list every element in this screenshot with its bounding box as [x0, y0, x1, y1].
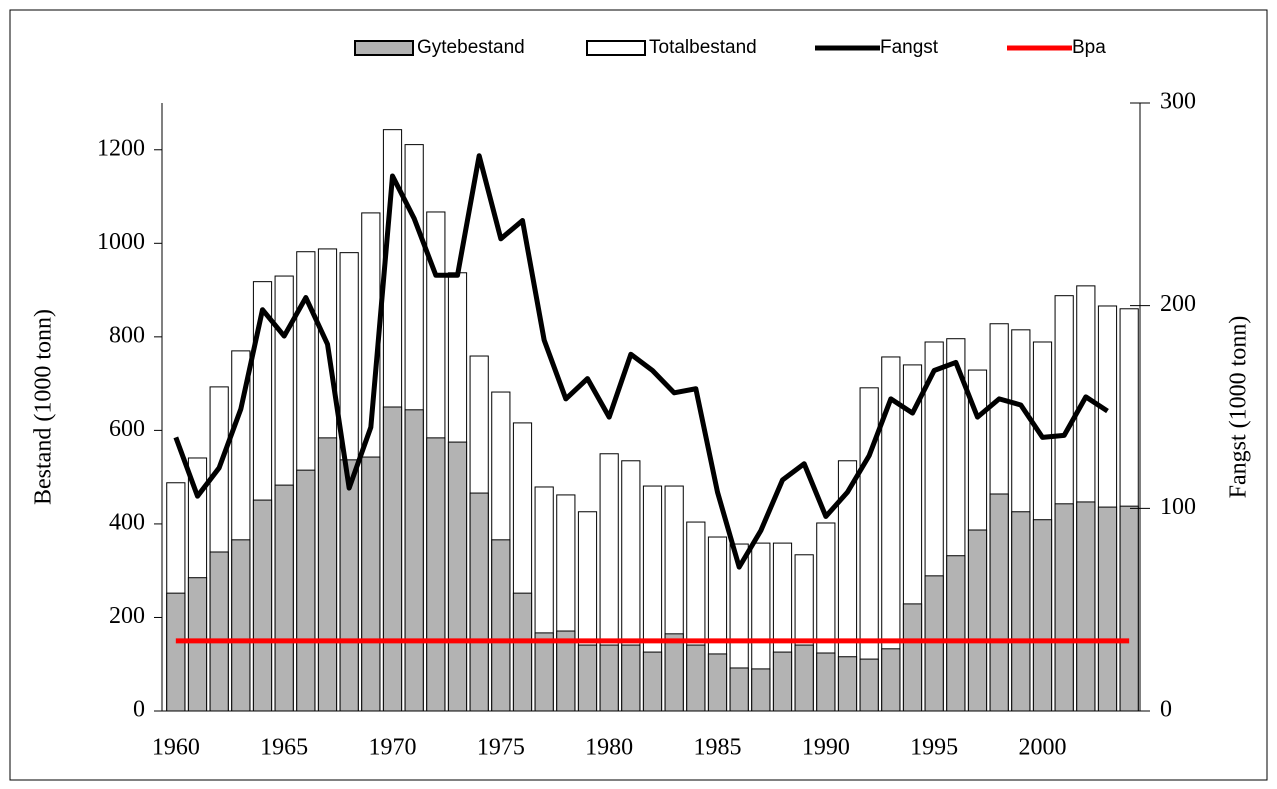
y-tick-label: 200 [109, 603, 145, 629]
y2-axis-label: Fangst (1000 tonn) [1226, 316, 1252, 499]
bar [924, 575, 944, 712]
bar [664, 633, 684, 712]
bar [166, 592, 186, 712]
legend-label: Totalbestand [649, 37, 757, 58]
bar [686, 644, 706, 712]
bar [426, 437, 446, 712]
bar [382, 406, 403, 712]
x-tick-label: 1960 [152, 735, 200, 761]
bar [642, 651, 663, 712]
bar [859, 658, 879, 712]
bar [989, 493, 1009, 712]
bar [902, 603, 923, 712]
bar [534, 632, 554, 712]
x-tick-label: 2000 [1019, 735, 1067, 761]
legend-swatch [354, 40, 414, 56]
bar [772, 651, 793, 712]
bar [1054, 503, 1074, 712]
y-axis-label: Bestand (1000 tonn) [31, 309, 57, 505]
bar [946, 555, 966, 712]
bar [967, 529, 988, 712]
bar [816, 652, 836, 712]
x-tick-label: 1965 [260, 735, 308, 761]
bar [599, 644, 619, 712]
bar [837, 656, 858, 712]
legend-label: Bpa [1072, 37, 1106, 58]
legend-label: Gytebestand [417, 37, 525, 58]
bar [881, 648, 901, 712]
bar [751, 668, 771, 712]
bar [447, 441, 468, 712]
bar [252, 499, 273, 712]
bar [491, 539, 511, 712]
bar [1076, 501, 1096, 712]
line-fangst [173, 153, 1109, 570]
x-tick-label: 1970 [369, 735, 417, 761]
x-tick-label: 1985 [694, 735, 742, 761]
bar [231, 539, 251, 712]
bar [1097, 506, 1118, 712]
bar [577, 644, 598, 712]
bar [512, 592, 533, 712]
y-tick-label: 600 [109, 416, 145, 442]
bar [794, 644, 814, 712]
y-tick-label: 1200 [97, 135, 145, 161]
bar [339, 459, 359, 712]
x-tick-label: 1980 [585, 735, 633, 761]
bar [361, 456, 381, 712]
bar [296, 469, 316, 712]
bar [1032, 519, 1053, 712]
bar [187, 577, 208, 712]
legend-swatch [586, 40, 646, 56]
bar [404, 409, 424, 712]
bar [729, 667, 749, 712]
bar [469, 492, 489, 712]
y2-tick-label: 300 [1160, 89, 1196, 115]
y2-tick-label: 100 [1160, 494, 1196, 520]
y-tick-label: 400 [109, 509, 145, 535]
y2-tick-label: 200 [1160, 291, 1196, 317]
x-tick-label: 1995 [910, 735, 958, 761]
x-tick-label: 1990 [802, 735, 850, 761]
legend-label: Fangst [880, 37, 939, 58]
chart-frame [9, 9, 1268, 781]
bar [1011, 511, 1031, 712]
bar [707, 653, 728, 712]
bar [621, 644, 641, 712]
bar [1119, 505, 1139, 712]
bar [317, 437, 338, 712]
y-tick-label: 800 [109, 322, 145, 348]
bar [274, 484, 294, 712]
y2-tick-label: 0 [1160, 697, 1172, 723]
y-tick-label: 1000 [97, 229, 145, 255]
y-tick-label: 0 [133, 697, 145, 723]
bar [209, 551, 229, 712]
x-tick-label: 1975 [477, 735, 525, 761]
